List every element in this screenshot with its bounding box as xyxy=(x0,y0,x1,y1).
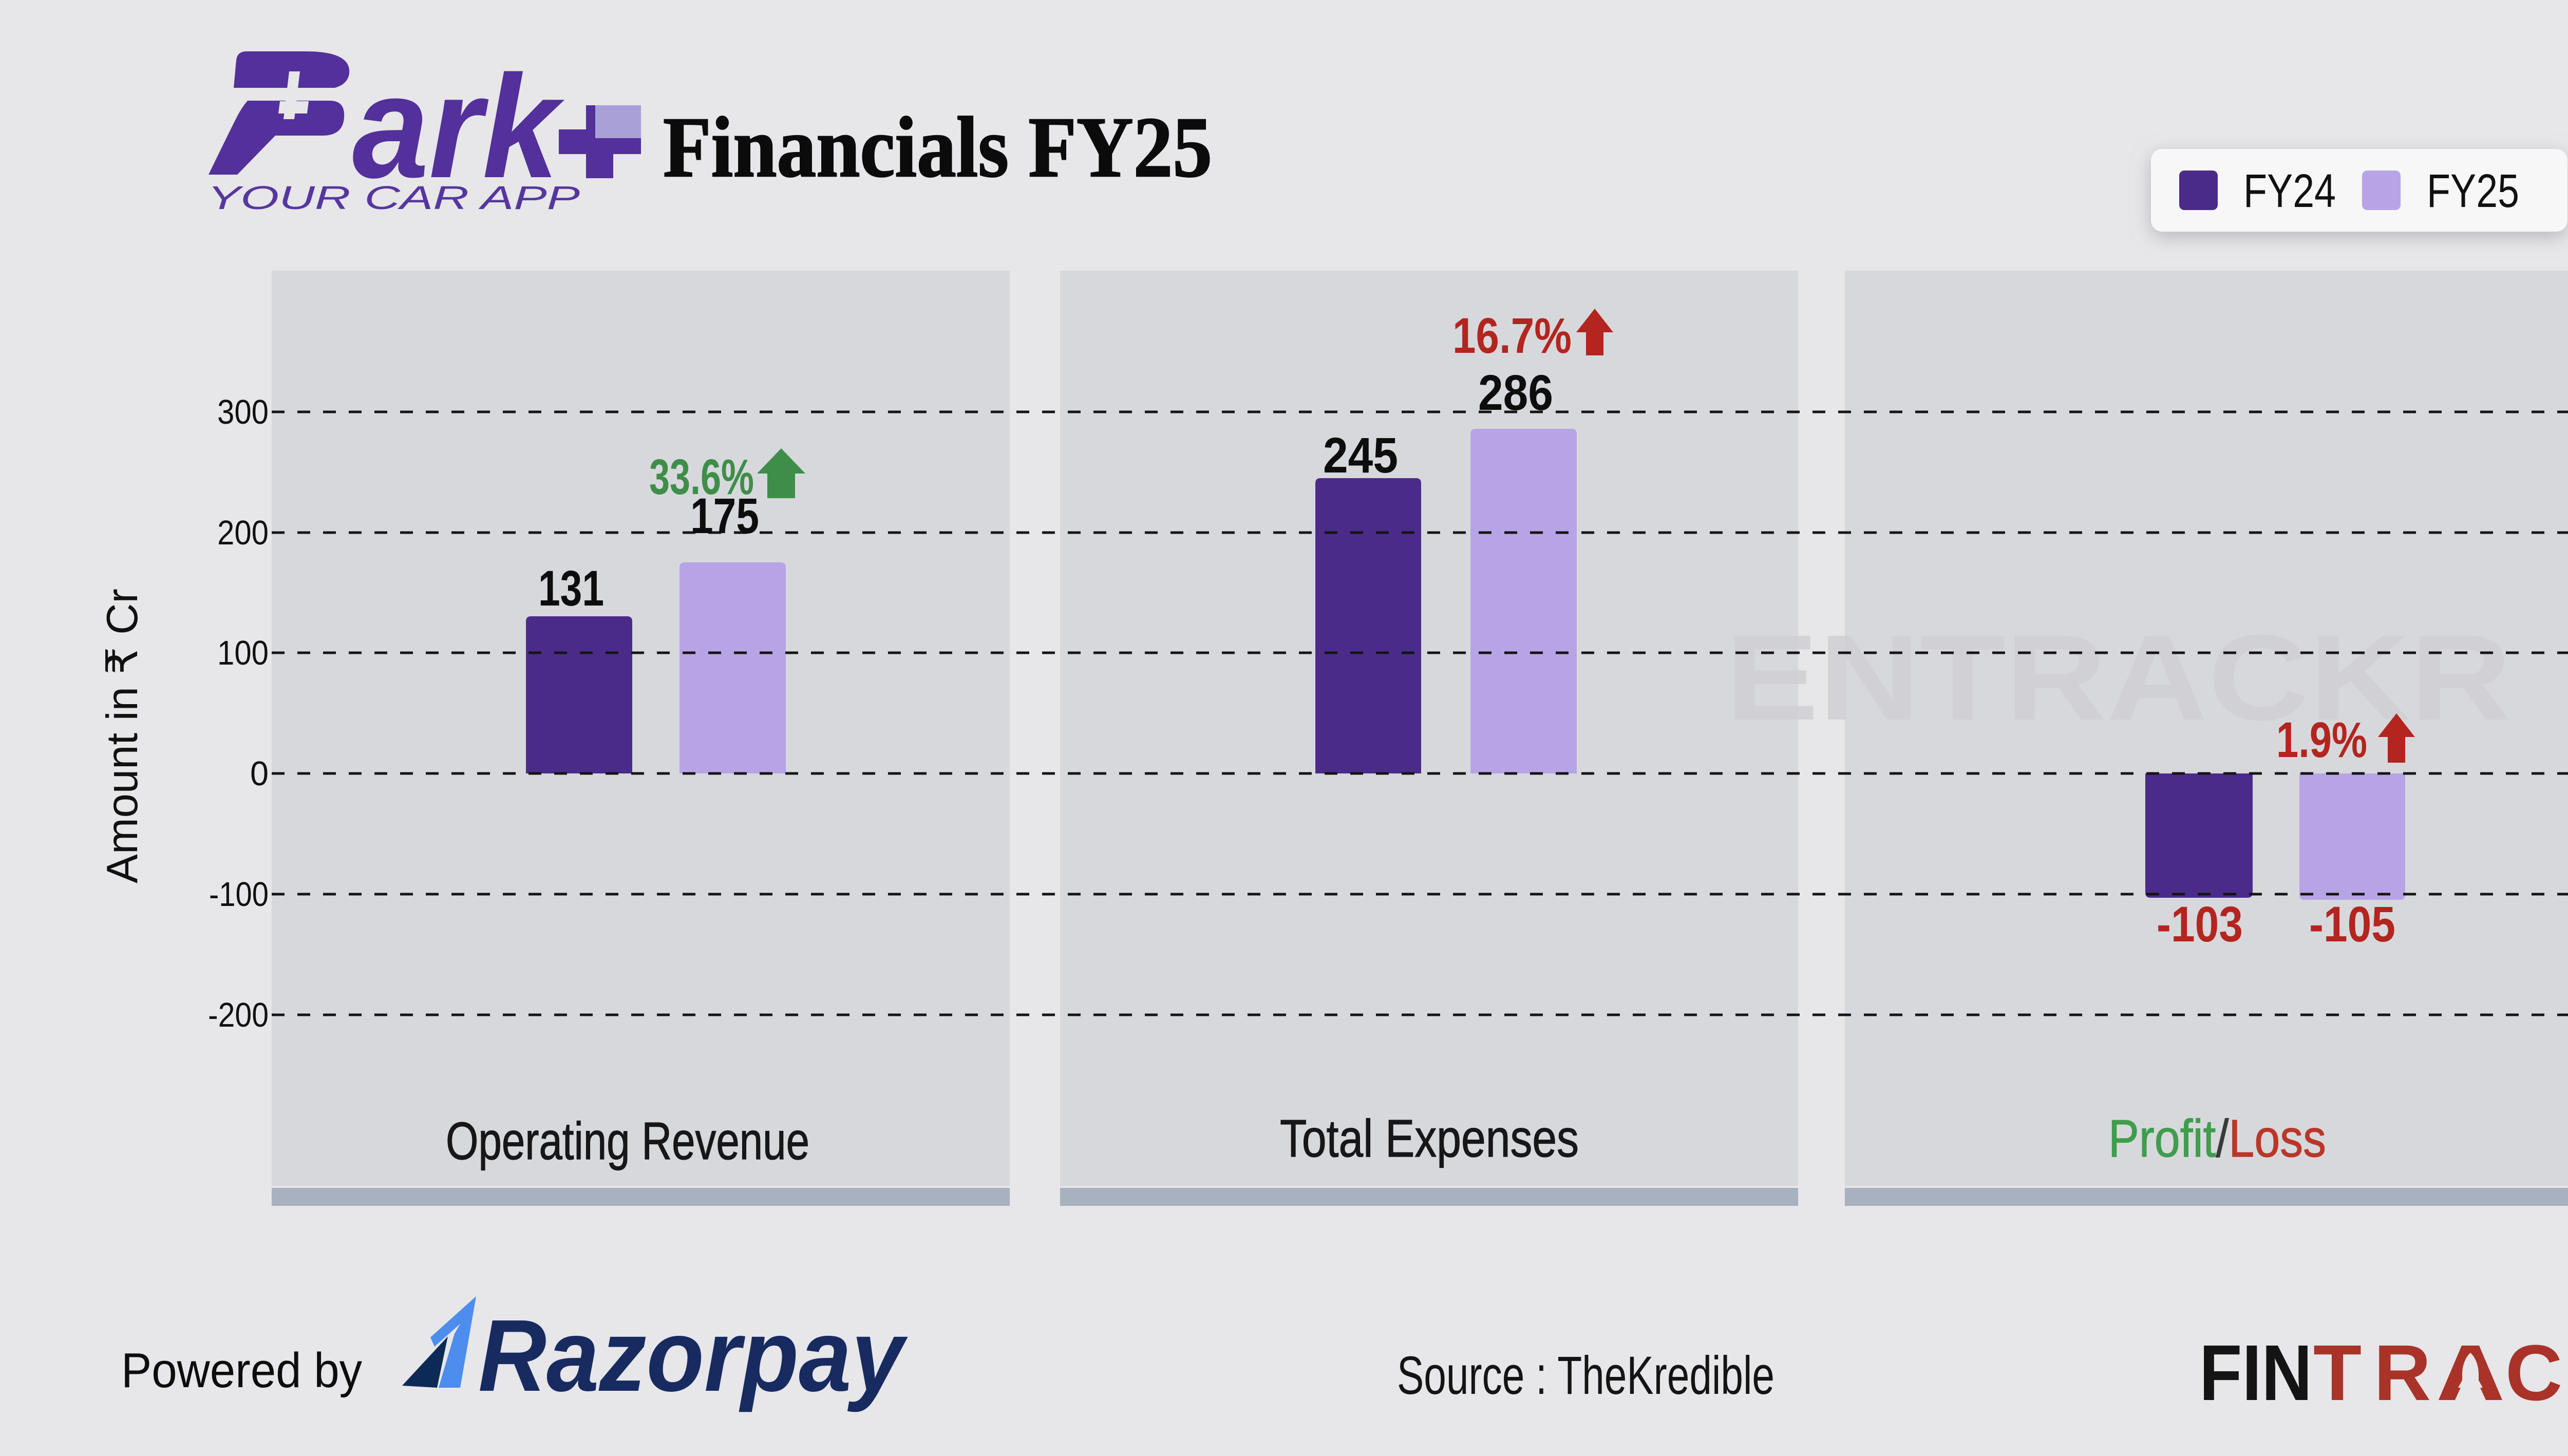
svg-text:-103: -103 xyxy=(2157,896,2243,952)
svg-text:131: 131 xyxy=(538,560,604,616)
svg-text:FIN: FIN xyxy=(2199,1329,2312,1417)
svg-text:175: 175 xyxy=(690,488,759,544)
svg-text:T: T xyxy=(2313,1329,2362,1417)
svg-text:FY24: FY24 xyxy=(2243,165,2336,217)
svg-text:-200: -200 xyxy=(208,996,269,1034)
svg-text:FY25: FY25 xyxy=(2427,165,2519,217)
svg-text:1.9%: 1.9% xyxy=(2276,712,2367,768)
svg-text:Profit/Loss: Profit/Loss xyxy=(2108,1109,2326,1168)
svg-text:16.7%: 16.7% xyxy=(1452,308,1572,364)
svg-text:286: 286 xyxy=(1478,365,1553,421)
svg-text:33.6%: 33.6% xyxy=(649,449,754,505)
svg-text:Amount in ₹ Cr: Amount in ₹ Cr xyxy=(98,589,147,883)
svg-text:R: R xyxy=(2374,1329,2431,1417)
svg-text:ark: ark xyxy=(352,45,566,209)
svg-text:Financials FY25: Financials FY25 xyxy=(663,100,1212,195)
svg-text:300: 300 xyxy=(217,393,269,431)
svg-text:Total Expenses: Total Expenses xyxy=(1280,1109,1579,1168)
svg-text:C: C xyxy=(2505,1329,2562,1417)
svg-text:Source : TheKredible: Source : TheKredible xyxy=(1397,1346,1774,1406)
svg-text:0: 0 xyxy=(250,754,269,793)
svg-text:Operating Revenue: Operating Revenue xyxy=(446,1111,809,1170)
svg-text:-105: -105 xyxy=(2309,896,2395,952)
svg-text:ENTRACKR: ENTRACKR xyxy=(1725,610,2512,746)
svg-text:Razorpay: Razorpay xyxy=(478,1299,908,1413)
svg-text:245: 245 xyxy=(1323,427,1398,483)
svg-text:-100: -100 xyxy=(209,875,269,914)
svg-text:Powered by: Powered by xyxy=(121,1343,362,1398)
svg-text:100: 100 xyxy=(217,634,269,672)
svg-text:200: 200 xyxy=(217,514,269,552)
svg-text:YOUR CAR APP: YOUR CAR APP xyxy=(207,179,580,216)
